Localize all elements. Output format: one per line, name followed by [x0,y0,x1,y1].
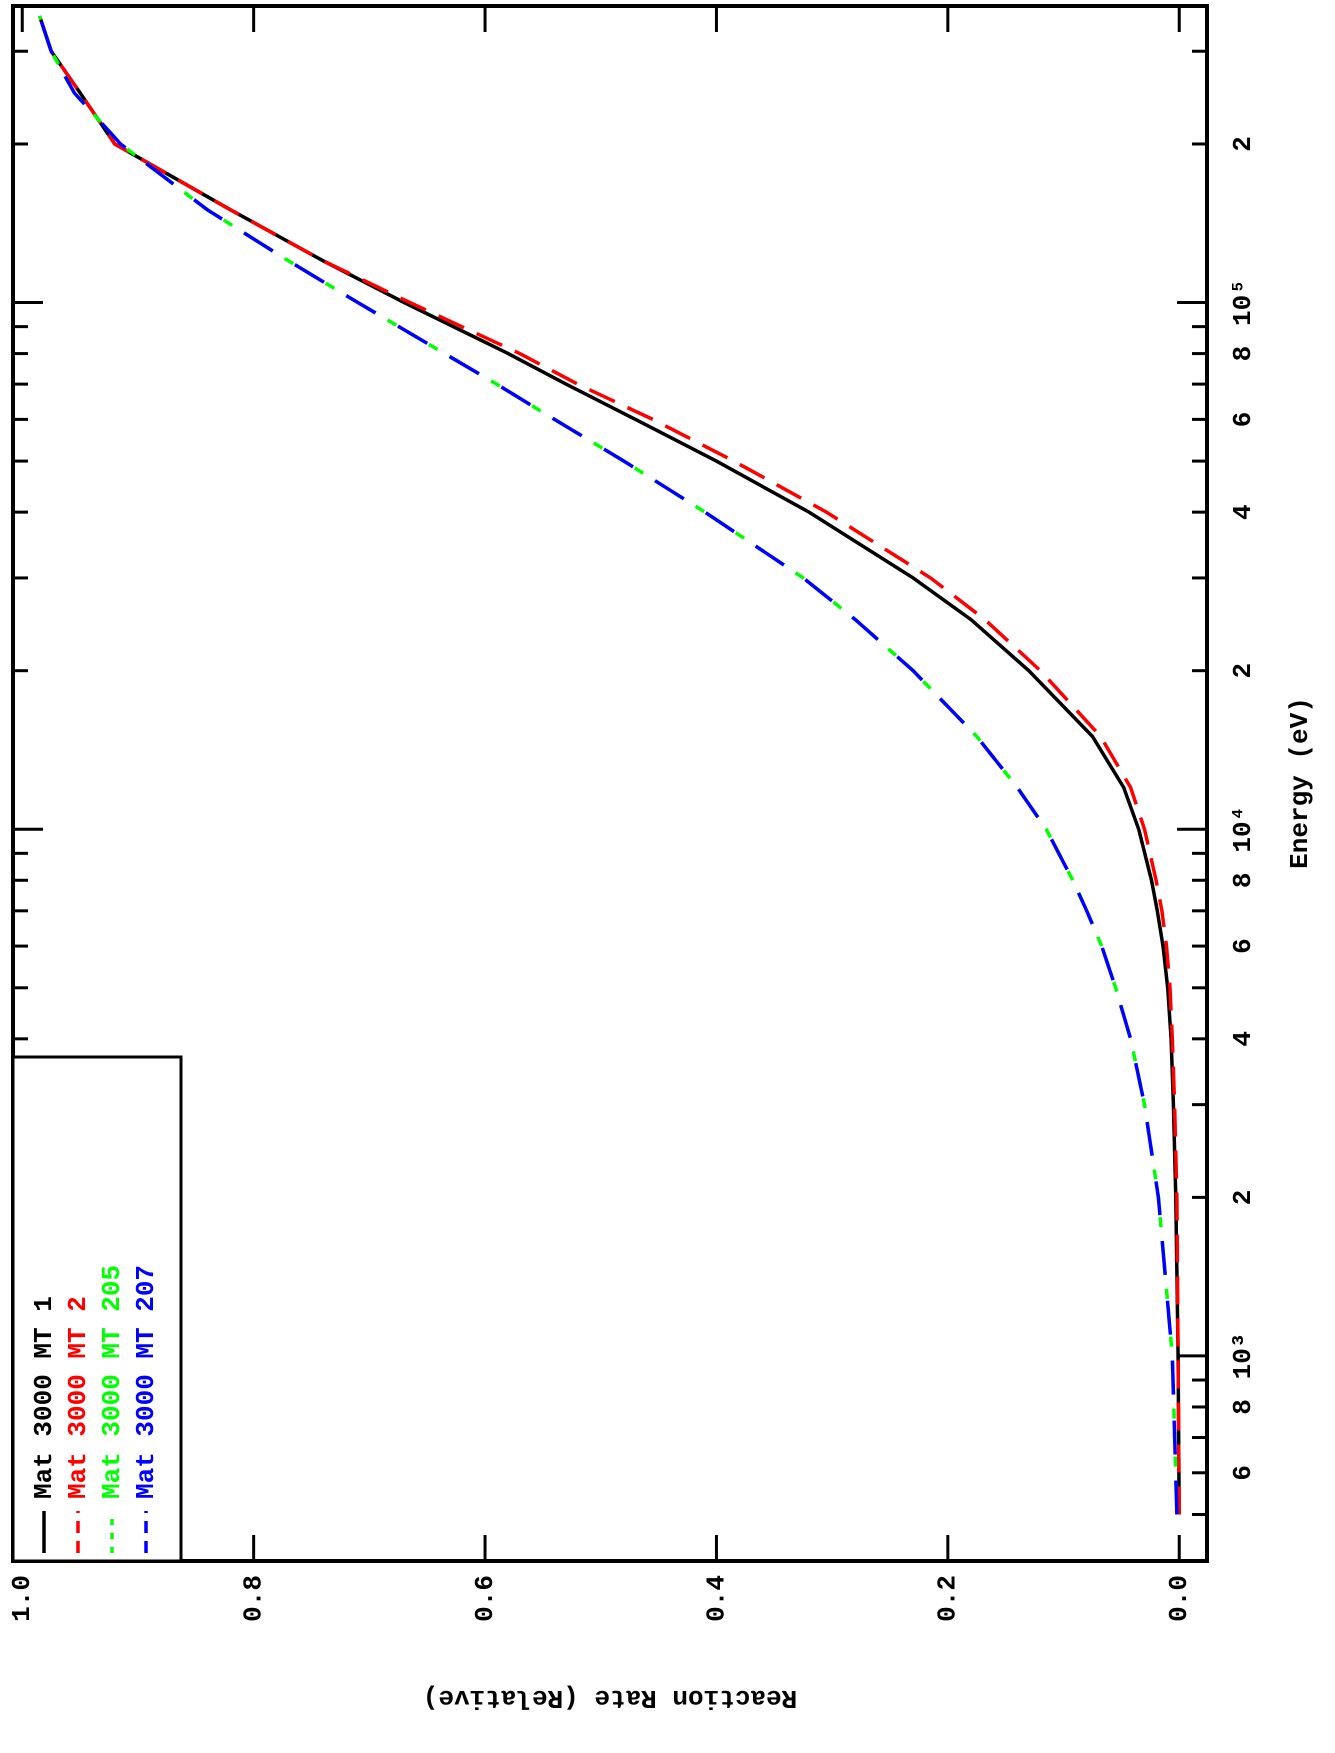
legend-label: Mat 3000 MT 207 [131,1265,161,1499]
series-line [37,15,1179,1515]
x-tick-label: 10⁴ [1228,806,1258,853]
legend-label: Mat 3000 MT 1 [29,1296,59,1499]
y-tick-label: 1.0 [7,1575,37,1622]
series-line [37,15,1179,1515]
y-axis-title: Reaction Rate (Relative) [423,1683,797,1713]
y-tick-label: 0.8 [239,1575,269,1622]
x-axis-title: Energy (eV) [1285,697,1315,869]
legend-box [11,1055,183,1563]
y-tick-label: 0.0 [1164,1575,1194,1622]
x-tick-label: 8 [1228,1399,1258,1415]
x-tick-label: 6 [1228,938,1258,954]
x-tick-label: 2 [1228,663,1258,679]
x-tick-label: 10⁵ [1228,279,1258,326]
x-tick-label: 10³ [1228,1333,1258,1380]
legend-label: Mat 3000 MT 2 [63,1296,93,1499]
x-tick-label: 6 [1228,412,1258,428]
x-tick-label: 8 [1228,346,1258,362]
y-tick-label: 0.6 [470,1575,500,1622]
x-tick-label: 2 [1228,1190,1258,1206]
x-tick-label: 2 [1228,136,1258,152]
x-tick-label: 4 [1228,504,1258,520]
plot-frame [11,4,1209,1563]
x-tick-label: 4 [1228,1031,1258,1047]
y-tick-label: 0.4 [701,1575,731,1622]
series-line [37,15,1181,1515]
x-tick-label: 6 [1228,1465,1258,1481]
series-line [37,15,1181,1515]
y-tick-label: 0.2 [933,1575,963,1622]
legend-label: Mat 3000 MT 205 [97,1265,127,1499]
rotated-plot: Energy (eV) Reaction Rate (Relative) 0.0… [7,4,1315,1713]
x-tick-label: 8 [1228,872,1258,888]
